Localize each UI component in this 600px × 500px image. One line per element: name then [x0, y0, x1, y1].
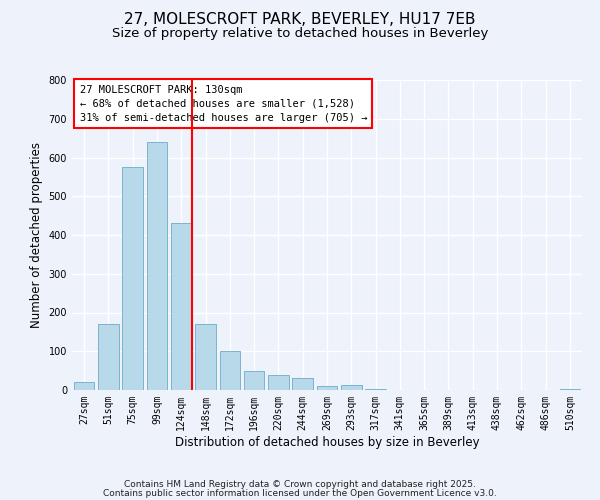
Bar — [220, 351, 240, 390]
X-axis label: Distribution of detached houses by size in Beverley: Distribution of detached houses by size … — [175, 436, 479, 448]
Bar — [244, 370, 265, 390]
Y-axis label: Number of detached properties: Number of detached properties — [30, 142, 43, 328]
Text: Contains HM Land Registry data © Crown copyright and database right 2025.: Contains HM Land Registry data © Crown c… — [124, 480, 476, 489]
Text: Size of property relative to detached houses in Beverley: Size of property relative to detached ho… — [112, 28, 488, 40]
Text: 27, MOLESCROFT PARK, BEVERLEY, HU17 7EB: 27, MOLESCROFT PARK, BEVERLEY, HU17 7EB — [124, 12, 476, 28]
Text: 27 MOLESCROFT PARK: 130sqm
← 68% of detached houses are smaller (1,528)
31% of s: 27 MOLESCROFT PARK: 130sqm ← 68% of deta… — [80, 84, 367, 122]
Bar — [292, 378, 313, 390]
Bar — [560, 389, 580, 390]
Bar — [317, 386, 337, 390]
Text: Contains public sector information licensed under the Open Government Licence v3: Contains public sector information licen… — [103, 489, 497, 498]
Bar — [98, 324, 119, 390]
Bar — [122, 167, 143, 390]
Bar — [171, 224, 191, 390]
Bar — [341, 386, 362, 390]
Bar — [146, 142, 167, 390]
Bar — [195, 324, 216, 390]
Bar — [365, 389, 386, 390]
Bar — [268, 376, 289, 390]
Bar — [74, 382, 94, 390]
